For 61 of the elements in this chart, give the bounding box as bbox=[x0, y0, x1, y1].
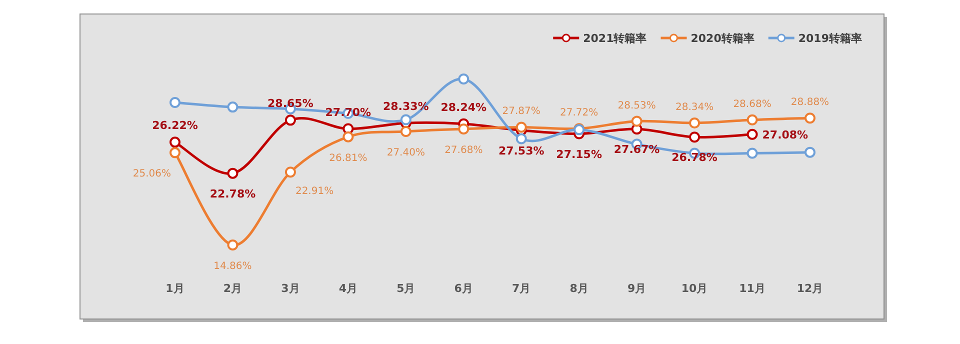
point bbox=[284, 166, 296, 178]
data-label: 28.88% bbox=[790, 97, 830, 108]
x-tick-label: 1月 bbox=[166, 282, 184, 295]
point bbox=[227, 168, 238, 179]
x-tick-label: 12月 bbox=[796, 282, 824, 295]
x-tick-label: 3月 bbox=[281, 282, 300, 295]
legend-label: 2021转籍率 bbox=[583, 32, 647, 45]
point bbox=[227, 240, 238, 250]
point bbox=[746, 114, 758, 126]
point bbox=[746, 128, 758, 140]
data-label: 27.40% bbox=[386, 147, 425, 158]
data-label: 28.68% bbox=[733, 98, 772, 110]
data-label: 27.67% bbox=[614, 143, 660, 156]
x-tick-label: 6月 bbox=[454, 282, 473, 295]
point bbox=[516, 133, 527, 144]
point bbox=[170, 147, 180, 158]
x-tick-label: 9月 bbox=[627, 282, 646, 295]
point bbox=[804, 112, 816, 124]
point bbox=[746, 148, 758, 159]
legend-label: 2019转籍率 bbox=[798, 32, 862, 45]
x-tick-label: 7月 bbox=[512, 282, 531, 295]
data-label: 26.78% bbox=[672, 151, 718, 164]
point bbox=[284, 114, 296, 126]
x-tick-label: 4月 bbox=[338, 282, 358, 295]
x-tick-label: 2月 bbox=[223, 282, 242, 295]
point bbox=[400, 114, 412, 126]
data-label: 27.08% bbox=[762, 128, 808, 142]
data-label: 25.06% bbox=[132, 168, 171, 180]
point bbox=[170, 136, 180, 148]
data-label: 27.53% bbox=[498, 144, 544, 158]
point bbox=[689, 117, 700, 128]
x-tick-label: 10月 bbox=[681, 282, 708, 295]
data-label: 27.68% bbox=[444, 144, 483, 156]
x-tick-label: 11月 bbox=[739, 282, 766, 295]
data-label: 28.53% bbox=[618, 100, 656, 112]
point bbox=[342, 131, 354, 142]
data-label: 27.70% bbox=[325, 106, 372, 119]
data-label: 26.22% bbox=[152, 119, 198, 132]
point bbox=[689, 132, 700, 143]
data-label: 26.81% bbox=[329, 152, 368, 164]
data-label: 22.78% bbox=[210, 187, 256, 200]
point bbox=[631, 116, 642, 127]
data-label: 22.91% bbox=[295, 186, 334, 198]
data-label: 28.33% bbox=[382, 100, 429, 114]
data-label: 27.87% bbox=[502, 106, 540, 118]
point bbox=[458, 74, 470, 84]
legend-label: 2020转籍率 bbox=[690, 32, 754, 45]
data-label: 28.65% bbox=[268, 97, 314, 110]
data-label: 27.72% bbox=[560, 108, 598, 119]
point bbox=[170, 97, 180, 108]
data-label: 14.86% bbox=[214, 261, 252, 272]
point bbox=[400, 126, 412, 137]
data-label: 28.24% bbox=[440, 100, 487, 114]
data-label: 28.34% bbox=[675, 102, 714, 113]
data-label: 27.15% bbox=[556, 148, 602, 161]
x-tick-label: 8月 bbox=[570, 282, 588, 295]
point bbox=[458, 123, 470, 134]
point bbox=[227, 102, 238, 113]
point bbox=[516, 122, 527, 133]
point bbox=[804, 146, 816, 158]
x-tick-label: 5月 bbox=[396, 282, 416, 295]
